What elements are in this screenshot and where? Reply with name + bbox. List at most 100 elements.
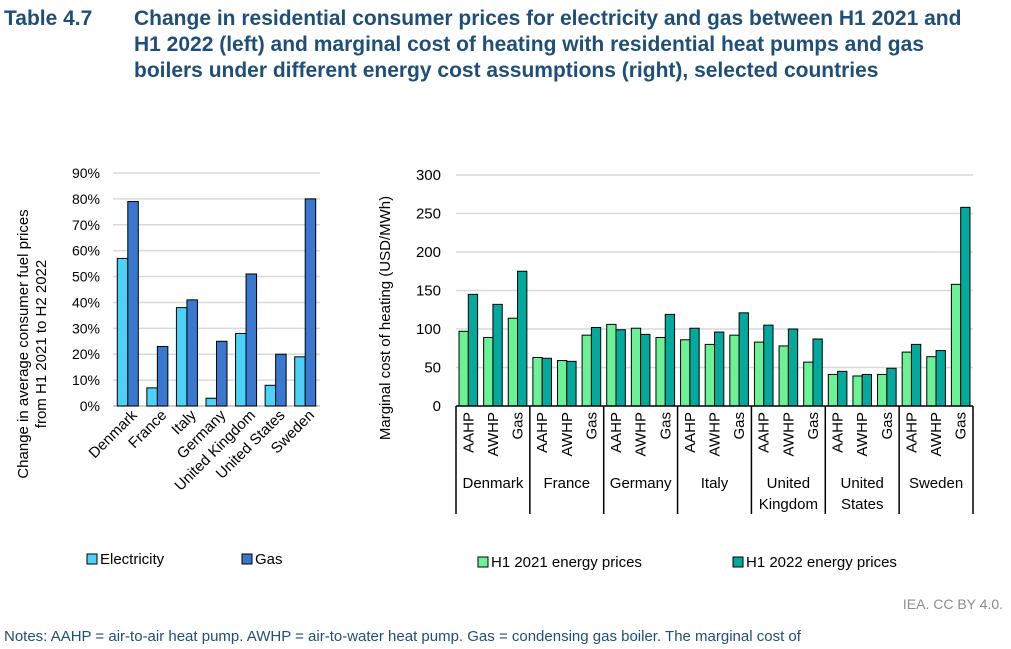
right-bar-h1-2021 [556,360,568,407]
notes-text: Notes: AAHP = air-to-air heat pump. AWHP… [4,628,801,645]
right-bar-h1-2021 [630,327,642,407]
right-bar-h1-2022 [738,312,749,407]
right-subcategory-label: Gas [953,412,970,440]
right-bar-h1-2022 [664,313,676,407]
right-y-tick-label: 200 [416,244,441,261]
left-bar-gas [216,340,228,407]
right-y-tick-label: 100 [416,321,441,338]
right-bar-h1-2022 [935,350,946,407]
right-bar-h1-2022 [787,328,799,407]
right-subcategory-label: AWHP [780,412,797,456]
right-bar-h1-2022 [492,303,503,407]
legend-label-electricity: Electricity [100,551,165,568]
right-subcategory-label: AWHP [854,412,871,456]
right-y-tick-labels: 0 50 100 150 200 250 300 [416,167,441,415]
right-bar-h1-2021 [901,351,912,407]
right-x-axis: AAHP AWHP Gas Denmark AAHP AWHP Gas France AAHP A… [455,405,974,514]
right-bar-h1-2022 [812,338,823,407]
left-bar-electricity [146,387,158,407]
left-bar-gas [245,273,258,407]
right-bar-h1-2022 [960,206,971,407]
legend-swatch-h1-2022 [732,556,744,568]
right-bar-h1-2021 [606,323,617,407]
right-subcategory-label: AAHP [903,412,920,453]
right-subcategory-label: Gas [879,412,896,440]
right-group-label: Germany [610,475,672,492]
legend-swatch-electricity [86,553,98,565]
right-subcategory-label: AAHP [756,412,773,453]
right-bar-h1-2021 [778,345,789,407]
right-bar-h1-2022 [861,373,873,407]
left-y-tick-label: 40% [72,294,100,310]
legend-label-h1-2022: H1 2022 energy prices [746,554,897,571]
right-subcategory-label: AWHP [928,412,945,456]
right-y-tick-label: 50 [424,360,441,377]
right-bar-h1-2022 [615,329,626,407]
right-group-label: Sweden [909,475,963,492]
right-bar-h1-2021 [852,375,863,407]
right-subcategory-label: Gas [805,412,822,440]
right-subcategory-label: Gas [731,412,748,440]
left-chart: 0% 10% 20% 30% 40% 50% 60% 70% 80% 90% DenmarkFra… [15,165,320,568]
right-bar-h1-2022 [541,357,552,407]
legend-swatch-h1-2021 [477,556,489,568]
right-group-label: United [767,475,810,492]
left-y-tick-label: 20% [72,346,100,362]
right-subcategory-label: AWHP [707,412,724,456]
right-subcategory-label: Gas [510,412,527,440]
right-bar-h1-2021 [827,373,839,407]
right-subcategory-label: AAHP [682,412,699,453]
right-subcategory-label: AWHP [559,412,576,456]
left-bar-gas [304,198,317,407]
left-y-tick-label: 30% [72,320,100,336]
right-bar-h1-2022 [689,327,700,407]
right-bar-h1-2021 [507,317,519,407]
right-y-axis-label: Marginal cost of heating (USD/MWh) [377,196,394,440]
legend-label-gas: Gas [255,551,283,568]
legend-swatch-gas [241,553,253,565]
right-bar-h1-2021 [483,336,494,407]
right-bar-h1-2022 [837,370,848,407]
right-bar-h1-2022 [886,367,897,407]
right-bar-h1-2021 [926,356,937,407]
right-bar-h1-2021 [753,341,765,407]
left-y-tick-label: 80% [72,191,100,207]
left-bar-gas [186,299,198,407]
legend-label-h1-2021: H1 2021 energy prices [491,554,642,571]
left-bar-gas [156,345,169,407]
left-bar-electricity [294,356,306,407]
right-group-label: States [841,496,884,513]
left-gridlines [113,172,320,407]
left-y-tick-label: 10% [72,372,100,388]
left-legend: Electricity Gas [86,551,283,568]
left-bar-electricity [264,384,277,407]
left-y-axis-label-line1: Change in average consumer fuel prices [15,209,32,478]
right-bar-h1-2021 [877,373,888,407]
right-bar-h1-2022 [714,331,725,407]
right-subcategory-label: AAHP [830,412,847,453]
right-gridlines [456,174,973,369]
right-group-label: Kingdom [759,496,818,513]
left-bar-electricity [205,397,217,407]
credit-text: IEA. CC BY 4.0. [902,596,1003,612]
right-group-label: Italy [701,475,729,492]
left-y-tick-label: 70% [72,217,100,233]
table-number: Table 4.7 [4,7,93,30]
left-y-tick-label: 0% [80,398,100,414]
left-bar-gas [127,200,139,407]
left-bar-electricity [116,257,129,407]
right-bar-h1-2022 [517,270,528,407]
right-subcategory-label: AAHP [534,412,551,453]
left-y-tick-label: 50% [72,269,100,285]
right-bar-h1-2021 [655,336,666,407]
right-subcategory-label: Gas [583,412,600,440]
right-legend: H1 2021 energy prices H1 2022 energy pric… [477,554,897,571]
right-bar-h1-2021 [458,330,469,407]
left-y-tick-label: 90% [72,165,100,181]
right-bar-h1-2022 [590,326,602,407]
right-y-tick-label: 250 [416,206,441,223]
right-bar-h1-2022 [910,343,922,407]
right-bar-h1-2021 [581,334,592,407]
right-subcategory-label: Gas [657,412,674,440]
